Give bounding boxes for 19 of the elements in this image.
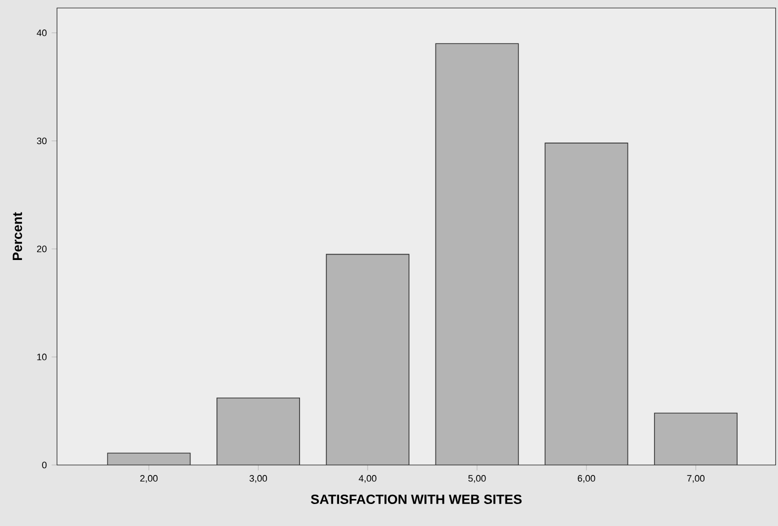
x-tick-label: 3,00 — [250, 475, 267, 483]
x-tick-label: 5,00 — [468, 475, 486, 483]
x-tick-label: 2,00 — [140, 475, 158, 483]
bar — [216, 398, 300, 465]
x-axis-title: SATISFACTION WITH WEB SITES — [310, 494, 522, 504]
y-tick-label: 30 — [36, 138, 47, 144]
y-axis-title: Percent — [12, 212, 22, 260]
y-tick-label: 40 — [36, 30, 47, 36]
bar — [108, 453, 190, 465]
bar — [654, 412, 738, 465]
x-tick-label: 7,00 — [687, 475, 705, 483]
x-tick-label: 6,00 — [578, 475, 596, 483]
bar — [326, 254, 410, 465]
x-tick-label: 4,00 — [358, 475, 376, 483]
y-tick-label: 0 — [42, 462, 47, 468]
bar — [435, 43, 519, 465]
bar — [544, 142, 628, 465]
y-tick-label: 20 — [37, 246, 47, 252]
y-tick-label: 10 — [37, 354, 47, 360]
